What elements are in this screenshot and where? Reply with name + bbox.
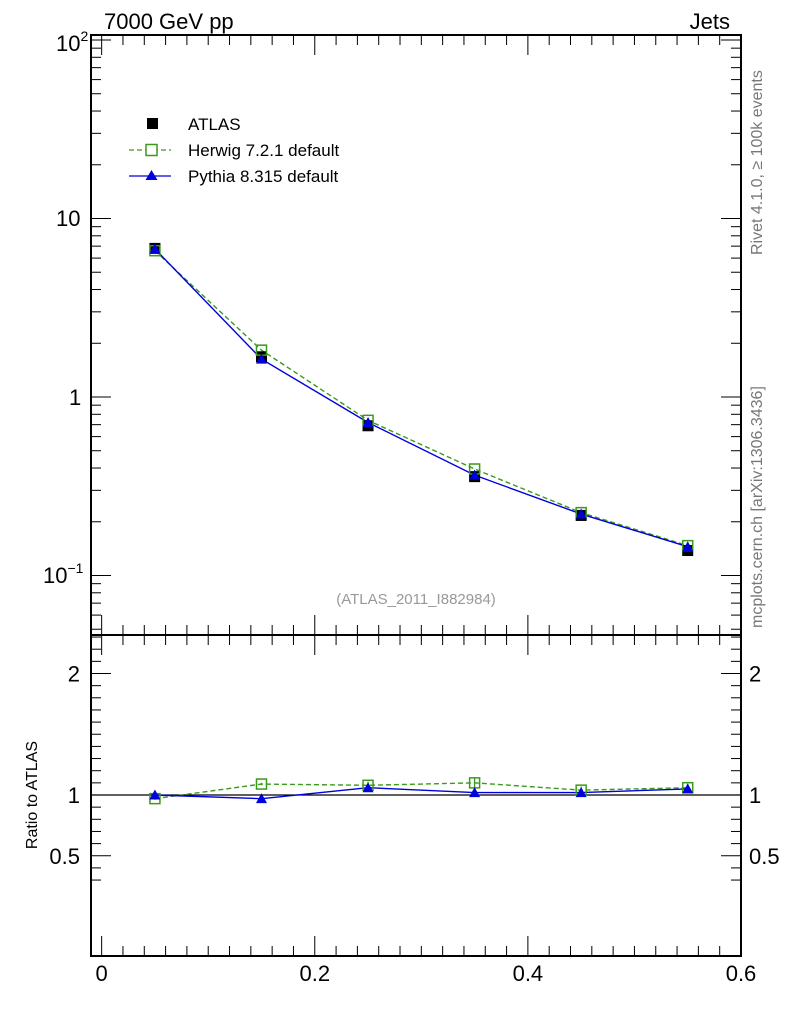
herwig-marker-icon bbox=[145, 143, 158, 157]
x-tick-label: 0.4 bbox=[513, 961, 544, 986]
legend-item-atlas: ATLAS bbox=[147, 115, 241, 134]
ratio-y-tick-label: 1 bbox=[68, 783, 80, 808]
x-tick-label: 0 bbox=[96, 961, 108, 986]
legend-label-pythia: Pythia 8.315 default bbox=[188, 167, 339, 186]
ratio-line-pythia bbox=[154, 787, 688, 800]
category-label: Jets bbox=[690, 9, 730, 34]
ratio-point-pythia bbox=[575, 787, 587, 798]
energy-label: 7000 GeV pp bbox=[104, 9, 234, 34]
x-tick-label: 0.2 bbox=[299, 961, 330, 986]
ratio-point-pythia bbox=[469, 787, 481, 798]
source-citation-label: mcplots.cern.ch [arXiv:1306.3436] bbox=[749, 386, 766, 628]
pythia-data-point bbox=[469, 469, 481, 480]
pythia-data-point bbox=[575, 508, 587, 519]
rivet-version-label: Rivet 4.1.0, ≥ 100k events bbox=[749, 70, 766, 255]
ratio-y-tick-label-right: 2 bbox=[749, 662, 761, 687]
ratio-y-tick-label-right: 1 bbox=[749, 783, 761, 808]
series-line-herwig bbox=[154, 250, 688, 547]
ratio-plot-frame bbox=[90, 634, 742, 957]
y-tick-label-1: 1 bbox=[69, 385, 81, 410]
ratio-line-herwig bbox=[154, 782, 688, 800]
ratio-plot-panel: 0.5 0.5 1 1 2 2 0 0.2 0.4 0.6 Ratio to ATLAS bbox=[24, 634, 780, 986]
ratio-y-tick-label: 0.5 bbox=[49, 844, 80, 869]
legend-label-atlas: ATLAS bbox=[188, 115, 241, 134]
pythia-data-point bbox=[682, 541, 694, 552]
y-tick-label-0.1: 10−1 bbox=[43, 560, 84, 588]
pythia-data-point bbox=[362, 416, 374, 427]
ratio-y-axis-label: Ratio to ATLAS bbox=[24, 741, 41, 849]
legend: ATLAS Herwig 7.2.1 default Pythia 8.315 … bbox=[129, 115, 339, 186]
x-tick-label: 0.6 bbox=[726, 961, 757, 986]
series-line-pythia bbox=[154, 248, 688, 548]
analysis-watermark: (ATLAS_2011_I882984) bbox=[336, 591, 496, 608]
atlas-marker-icon bbox=[147, 118, 158, 129]
ratio-y-tick-label: 2 bbox=[68, 662, 80, 687]
ratio-y-tick-label-right: 0.5 bbox=[749, 844, 780, 869]
pythia-marker-icon bbox=[145, 170, 158, 180]
legend-item-pythia: Pythia 8.315 default bbox=[129, 167, 339, 186]
ratio-point-pythia bbox=[362, 782, 374, 793]
legend-label-herwig: Herwig 7.2.1 default bbox=[188, 141, 339, 160]
legend-item-herwig: Herwig 7.2.1 default bbox=[129, 141, 339, 160]
ratio-point-pythia bbox=[149, 789, 161, 800]
y-tick-label-10: 10 bbox=[56, 206, 80, 231]
pythia-data-point bbox=[255, 353, 267, 364]
ratio-point-herwig bbox=[255, 778, 268, 790]
ratio-point-pythia bbox=[682, 783, 694, 794]
y-tick-label-100: 102 bbox=[56, 28, 88, 56]
pythia-data-point bbox=[149, 243, 161, 254]
main-plot-panel: 102 10 1 10−1 (ATLAS_2011_I882984) ATLAS… bbox=[43, 28, 742, 636]
ratio-point-pythia bbox=[255, 793, 267, 804]
